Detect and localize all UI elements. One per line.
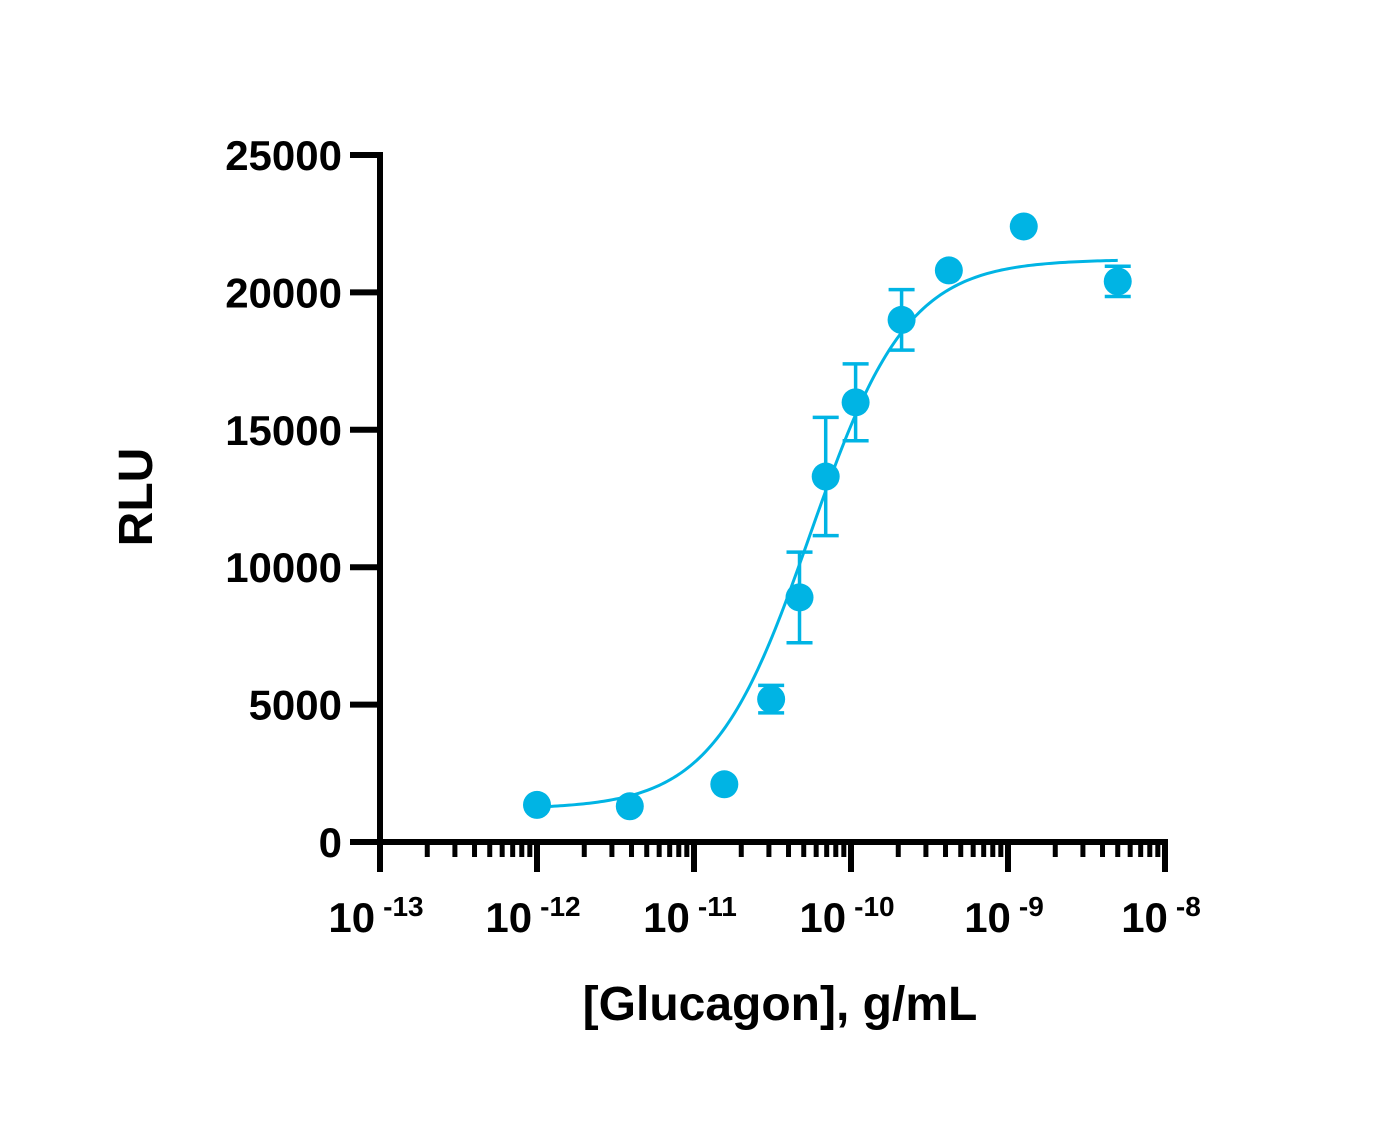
data-point [710, 770, 739, 799]
x-tick-label: 10 -12 [485, 891, 580, 941]
data-points-layer [523, 212, 1132, 821]
y-tick-label: 15000 [225, 407, 342, 454]
y-tick-label: 10000 [225, 544, 342, 591]
axes-layer [377, 152, 1168, 845]
data-point [841, 388, 870, 417]
data-point [785, 583, 814, 612]
y-tick-label: 0 [319, 819, 342, 866]
data-point [523, 790, 551, 819]
data-point [1009, 212, 1038, 241]
y-tick-label: 5000 [249, 682, 342, 729]
x-ticks-layer: 10 -13 10 -12 10 -11 10 -10 10 -9 10 -8 [328, 842, 1201, 941]
data-point [934, 256, 963, 285]
x-tick-label: 10 -8 [1121, 891, 1201, 941]
x-tick-label: 10 -10 [799, 891, 894, 941]
error-bars-layer [758, 264, 1131, 715]
data-point [887, 305, 916, 334]
y-ticks-layer: 0 5000 10000 15000 20000 25000 [225, 132, 380, 866]
y-tick-label: 25000 [225, 132, 342, 179]
x-tick-label: 10 -11 [643, 891, 737, 941]
x-tick-label: 10 -9 [964, 891, 1044, 941]
x-axis-title: [Glucagon], g/mL [583, 978, 978, 1031]
data-point [1103, 267, 1132, 296]
y-axis-title: RLU [110, 448, 163, 547]
x-tick-label: 10 -13 [328, 891, 423, 941]
data-point [615, 792, 644, 821]
y-tick-label: 20000 [225, 269, 342, 316]
data-point [811, 462, 840, 491]
data-point [757, 685, 786, 714]
